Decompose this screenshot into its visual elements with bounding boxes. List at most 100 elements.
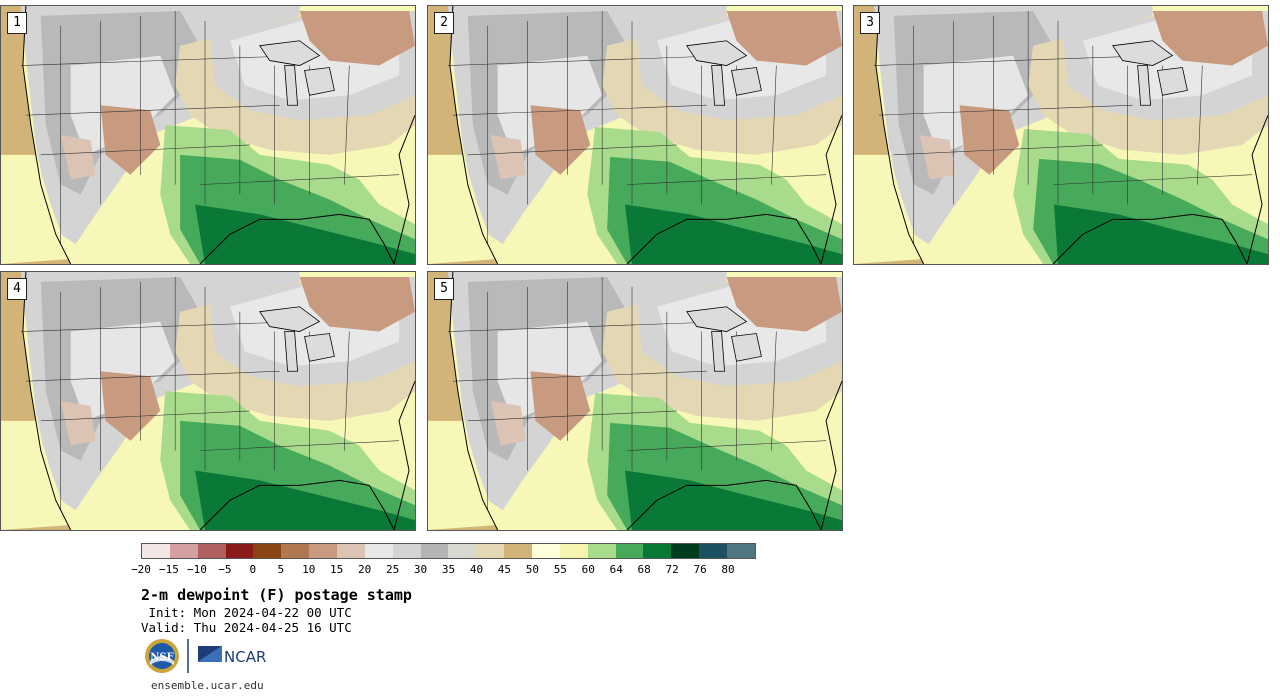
northeast-brown bbox=[299, 10, 415, 66]
dewpoint-map-1 bbox=[1, 6, 415, 264]
nsf-logo-text: NSF bbox=[150, 652, 173, 663]
state-boundaries bbox=[873, 10, 1253, 245]
colorbar-segment bbox=[476, 544, 505, 558]
west-coastline bbox=[449, 272, 499, 530]
dewpoint-map-5 bbox=[428, 272, 842, 530]
dry-patch-sw bbox=[100, 371, 161, 441]
panel-number-label: 4 bbox=[7, 278, 27, 300]
gulf-coastline bbox=[199, 213, 395, 264]
colorbar-segment bbox=[420, 544, 449, 558]
init-time: Init: Mon 2024-04-22 00 UTC bbox=[141, 605, 352, 620]
panel-number-label: 1 bbox=[7, 12, 27, 34]
dewpoint-map-4 bbox=[1, 272, 415, 530]
northeast-brown bbox=[1152, 10, 1268, 66]
colorbar-ticks: −20 −15 −10 −5 0 5 10 15 20 25 30 35 40 45 50 55 60 64 68 7… bbox=[131, 563, 756, 577]
colorbar-segment bbox=[337, 544, 365, 558]
gulf-coastline bbox=[1052, 213, 1248, 264]
pacific-pale bbox=[428, 420, 498, 530]
east-coastline bbox=[820, 380, 842, 530]
dry-patch-sw bbox=[530, 371, 591, 441]
colorbar-segment bbox=[142, 544, 170, 558]
colorbar-segment bbox=[699, 544, 728, 558]
northeast-brown bbox=[726, 276, 842, 332]
colorbar-tick-label: 76 bbox=[693, 563, 707, 576]
colorbar-segment bbox=[559, 544, 588, 558]
colorbar-tick-label: −10 bbox=[186, 563, 207, 576]
colorbar-segment bbox=[448, 544, 477, 558]
west-coastline bbox=[22, 6, 72, 264]
colorbar-tick-label: 15 bbox=[330, 563, 344, 576]
colorbar-segment bbox=[643, 544, 672, 558]
colorbar-tick-label: 25 bbox=[385, 563, 400, 576]
moist-dark-green bbox=[1054, 204, 1268, 264]
colorbar-tick-label: 68 bbox=[637, 563, 651, 576]
colorbar-tick-label: 10 bbox=[302, 563, 316, 576]
colorbar-tick-label: −20 bbox=[131, 563, 151, 576]
colorbar-tick-label: 20 bbox=[358, 563, 372, 576]
west-coastline bbox=[22, 272, 72, 530]
colorbar-segment bbox=[727, 544, 755, 558]
dry-patch-sw2 bbox=[919, 135, 955, 180]
interior-light bbox=[923, 55, 1029, 155]
great-lake-huron bbox=[304, 67, 335, 96]
great-lake-michigan bbox=[711, 65, 725, 106]
map-panel-4[interactable]: 4 bbox=[0, 271, 416, 531]
pacific-pale bbox=[1, 154, 71, 264]
dry-patch-sw2 bbox=[490, 401, 526, 446]
colorbar-segment bbox=[671, 544, 700, 558]
colorbar-tick-label: 50 bbox=[525, 563, 539, 576]
great-lake-huron bbox=[731, 333, 762, 362]
panel-number-label: 5 bbox=[434, 278, 454, 300]
ncar-logo: NCAR bbox=[198, 646, 266, 666]
colorbar-tick-label: 5 bbox=[277, 563, 285, 576]
colorbar-segment bbox=[225, 544, 254, 558]
great-lake-huron bbox=[731, 67, 762, 96]
colorbar-tick-label: 40 bbox=[469, 563, 484, 576]
map-panel-5[interactable]: 5 bbox=[427, 271, 843, 531]
dry-patch-sw2 bbox=[60, 135, 96, 180]
nsf-logo: NSF bbox=[145, 639, 179, 673]
ncar-logo-text: NCAR bbox=[224, 648, 266, 666]
dewpoint-map-3 bbox=[854, 6, 1268, 264]
moist-dark-green bbox=[625, 204, 842, 264]
great-lake-michigan bbox=[284, 65, 298, 106]
colorbar-segment bbox=[364, 544, 393, 558]
west-coastline bbox=[449, 6, 499, 264]
colorbar-segment bbox=[587, 544, 616, 558]
page-title: 2-m dewpoint (F) postage stamp bbox=[141, 586, 412, 604]
map-panel-2[interactable]: 2 bbox=[427, 5, 843, 265]
northeast-brown bbox=[726, 10, 842, 66]
map-panel-1[interactable]: 1 bbox=[0, 5, 416, 265]
colorbar-tick-label: 72 bbox=[665, 563, 679, 576]
colorbar-tick-label: 55 bbox=[553, 563, 567, 576]
great-lake-huron bbox=[304, 333, 335, 362]
map-panel-3[interactable]: 3 bbox=[853, 5, 1269, 265]
state-boundaries bbox=[20, 276, 400, 511]
colorbar-tick-label: 64 bbox=[609, 563, 623, 576]
dry-patch-sw bbox=[530, 105, 591, 175]
interior-light bbox=[70, 55, 176, 155]
colorbar-segment bbox=[532, 544, 560, 558]
colorbar-segment bbox=[197, 544, 226, 558]
dry-patch-sw bbox=[100, 105, 161, 175]
colorbar-tick-label: −5 bbox=[218, 563, 232, 576]
interior-light bbox=[497, 55, 603, 155]
great-lake-michigan bbox=[711, 331, 725, 372]
east-coastline bbox=[820, 114, 842, 264]
colorbar-tick-label: 30 bbox=[413, 563, 428, 576]
northeast-brown bbox=[299, 276, 415, 332]
logos: NSF NCAR bbox=[144, 637, 274, 675]
east-coastline bbox=[393, 380, 415, 530]
great-lake-michigan bbox=[284, 331, 298, 372]
great-lake-superior bbox=[1112, 40, 1174, 66]
website-url[interactable]: ensemble.ucar.edu bbox=[151, 679, 264, 692]
panel-number-label: 2 bbox=[434, 12, 454, 34]
great-lake-superior bbox=[686, 306, 748, 332]
gulf-coastline bbox=[199, 479, 395, 530]
great-lake-superior bbox=[686, 40, 748, 66]
colorbar-tick-label: 80 bbox=[721, 563, 735, 576]
dry-patch-sw2 bbox=[490, 135, 526, 180]
pacific-pale bbox=[854, 154, 924, 264]
colorbar-tick-label: −15 bbox=[159, 563, 179, 576]
moist-dark-green bbox=[195, 204, 415, 264]
